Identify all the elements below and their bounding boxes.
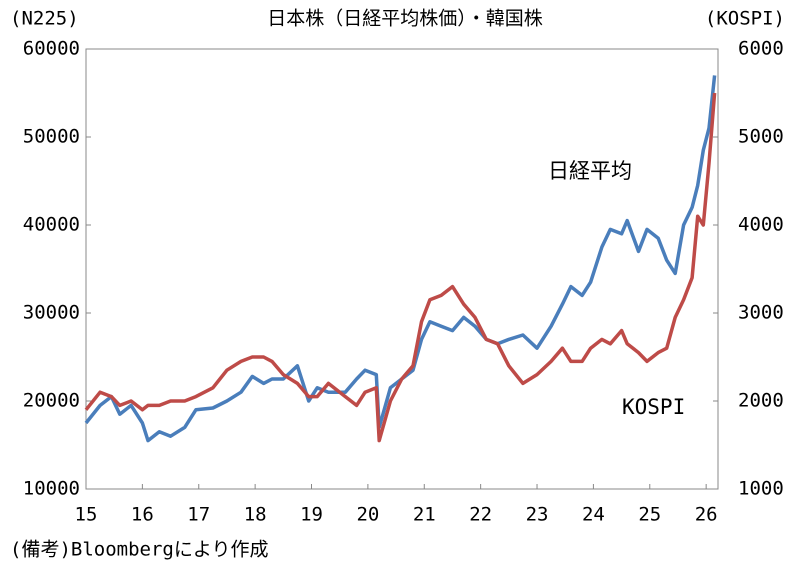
y-tick-label: 10000 (23, 478, 80, 500)
y-axis-label: (N225) (10, 8, 79, 30)
x-tick-label: 24 (582, 504, 605, 526)
y2-axis-label: (KOSPI) (705, 8, 785, 30)
x-tick-label: 21 (413, 504, 436, 526)
x-tick-label: 17 (187, 504, 210, 526)
y-tick-label: 20000 (23, 390, 80, 412)
x-tick-label: 16 (131, 504, 154, 526)
x-tick-label: 26 (695, 504, 718, 526)
plot-frame (85, 48, 719, 490)
x-tick-label: 20 (356, 504, 379, 526)
y-tick-label: 50000 (23, 126, 80, 148)
x-tick-label: 23 (526, 504, 549, 526)
y2-tick-label: 3000 (738, 302, 784, 324)
y2-tick-label: 1000 (738, 478, 784, 500)
y-tick-label: 60000 (23, 38, 80, 60)
y2-tick-label: 4000 (738, 214, 784, 236)
y2-tick-label: 5000 (738, 126, 784, 148)
series-annotation: 日経平均 (548, 159, 632, 183)
series-annotation: KOSPI (622, 395, 685, 419)
y2-tick-label: 6000 (738, 38, 784, 60)
y2-tick-label: 2000 (738, 390, 784, 412)
x-tick-label: 15 (75, 504, 98, 526)
source-note: (備考)Bloombergにより作成 (10, 539, 268, 561)
series-line (84, 92, 717, 443)
x-tick-label: 18 (244, 504, 267, 526)
x-tick-label: 19 (300, 504, 323, 526)
y-tick-label: 30000 (23, 302, 80, 324)
x-tick-label: 22 (469, 504, 492, 526)
series-line (84, 75, 717, 443)
x-tick-label: 25 (638, 504, 661, 526)
chart-title: 日本株（日経平均株価）・韓国株 (267, 8, 543, 30)
y-tick-label: 40000 (23, 214, 80, 236)
